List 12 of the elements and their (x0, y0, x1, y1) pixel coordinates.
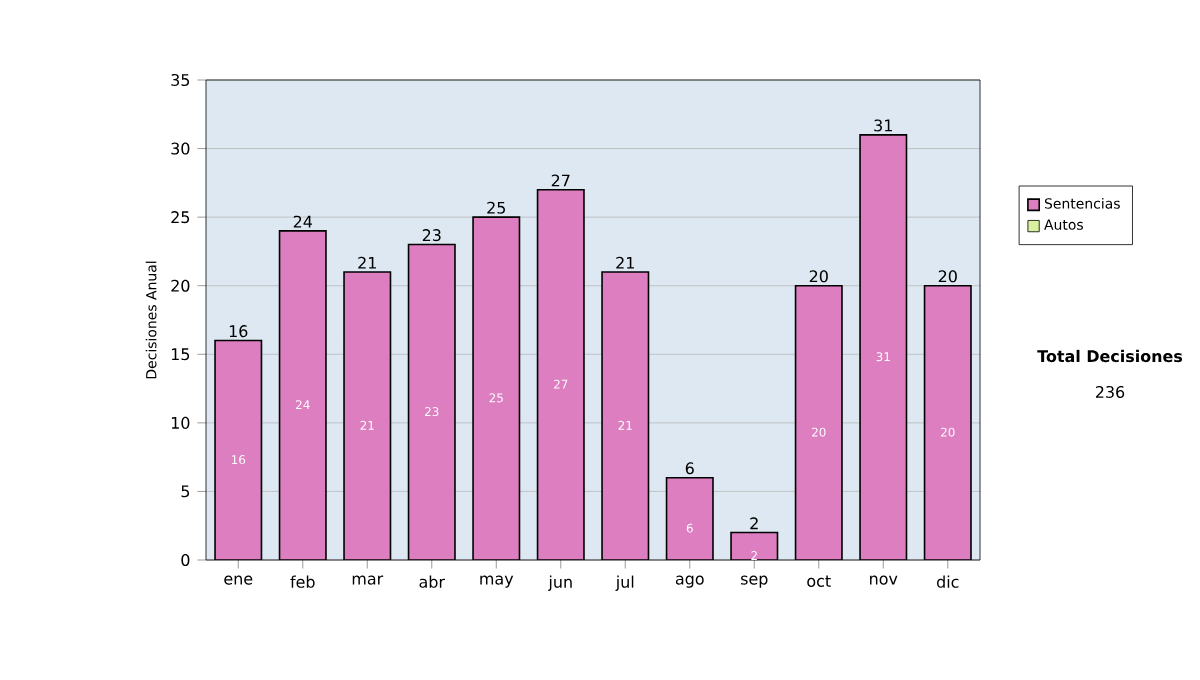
bar (344, 272, 391, 560)
bar (473, 217, 520, 560)
bar (795, 285, 842, 560)
bar (923, 284, 972, 560)
bar (666, 477, 713, 560)
bar (602, 272, 649, 560)
bar (408, 244, 455, 560)
bar (731, 532, 778, 560)
bar (215, 340, 262, 560)
bar (860, 134, 907, 560)
bar (537, 189, 584, 560)
bar (279, 230, 326, 560)
